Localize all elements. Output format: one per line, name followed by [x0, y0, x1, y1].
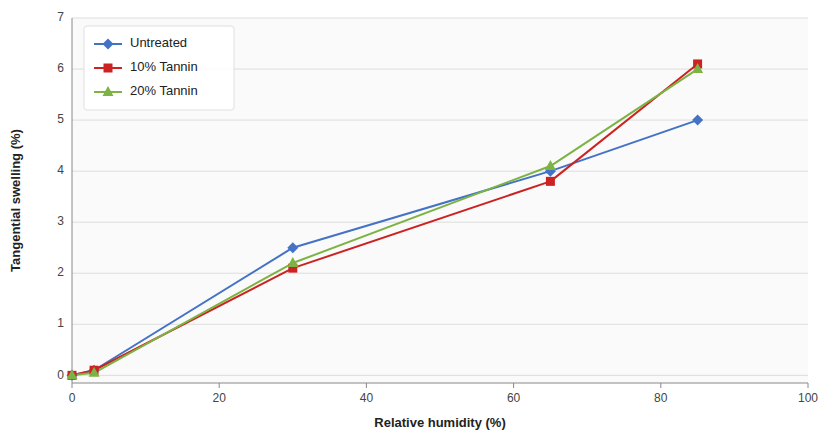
grid-line	[72, 222, 808, 223]
x-axis-title: Relative humidity (%)	[374, 415, 505, 430]
y-tick-label: 7	[57, 10, 64, 24]
data-point	[67, 369, 78, 379]
data-point	[287, 242, 298, 253]
chart-container: 0 1 2 3 4 5 6 7 0 20 40 60 80 100 Relative humidity (%…	[0, 0, 832, 441]
x-tick	[808, 383, 809, 388]
legend-marker	[103, 86, 114, 96]
x-tick-label: 20	[213, 391, 227, 405]
legend-label: 10% Tannin	[130, 59, 198, 74]
lines	[72, 64, 698, 375]
legend-label: Untreated	[130, 35, 187, 50]
legend-label: 20% Tannin	[130, 83, 198, 98]
x-tick-label: 40	[360, 391, 374, 405]
data-point	[67, 370, 78, 381]
y-tick-label: 0	[57, 368, 64, 382]
legend-marker	[103, 39, 114, 50]
x-tick-label: 60	[507, 391, 521, 405]
grid-line	[72, 375, 808, 376]
x-tick	[72, 383, 73, 388]
grid-line	[72, 18, 808, 19]
series-line	[72, 120, 698, 375]
y-axis-title: Tangential swelling (%)	[8, 129, 23, 272]
data-point	[546, 177, 555, 186]
x-axis-line	[72, 383, 808, 384]
data-point	[692, 63, 703, 73]
y-tick-label: 4	[57, 163, 64, 177]
x-tick-label: 80	[654, 391, 668, 405]
plot-background	[72, 18, 808, 383]
x-tick	[660, 383, 661, 388]
y-axis-line	[72, 18, 73, 383]
y-tick-label: 6	[57, 61, 64, 75]
series-line	[72, 69, 698, 375]
grid-line	[72, 273, 808, 274]
x-tick	[219, 383, 220, 388]
x-tick	[366, 383, 367, 388]
data-point	[545, 160, 556, 170]
grid-line	[72, 171, 808, 172]
x-tick-label: 0	[69, 391, 76, 405]
data-point	[89, 367, 100, 377]
y-tick-label: 3	[57, 214, 64, 228]
y-tick-label: 2	[57, 265, 64, 279]
grid	[72, 18, 808, 375]
legend-marker	[104, 64, 113, 73]
series-line	[72, 64, 698, 375]
x-tick-label: 100	[798, 391, 818, 405]
legend-box	[84, 26, 234, 110]
y-tick-label: 5	[57, 112, 64, 126]
legend: Untreated 10% Tannin 20% Tannin	[84, 26, 234, 110]
data-point	[692, 115, 703, 126]
data-point	[287, 257, 298, 267]
y-tick-label: 1	[57, 316, 64, 330]
chart-svg: 0 1 2 3 4 5 6 7 0 20 40 60 80 100 Relative humidity (%…	[0, 0, 832, 441]
x-tick	[513, 383, 514, 388]
